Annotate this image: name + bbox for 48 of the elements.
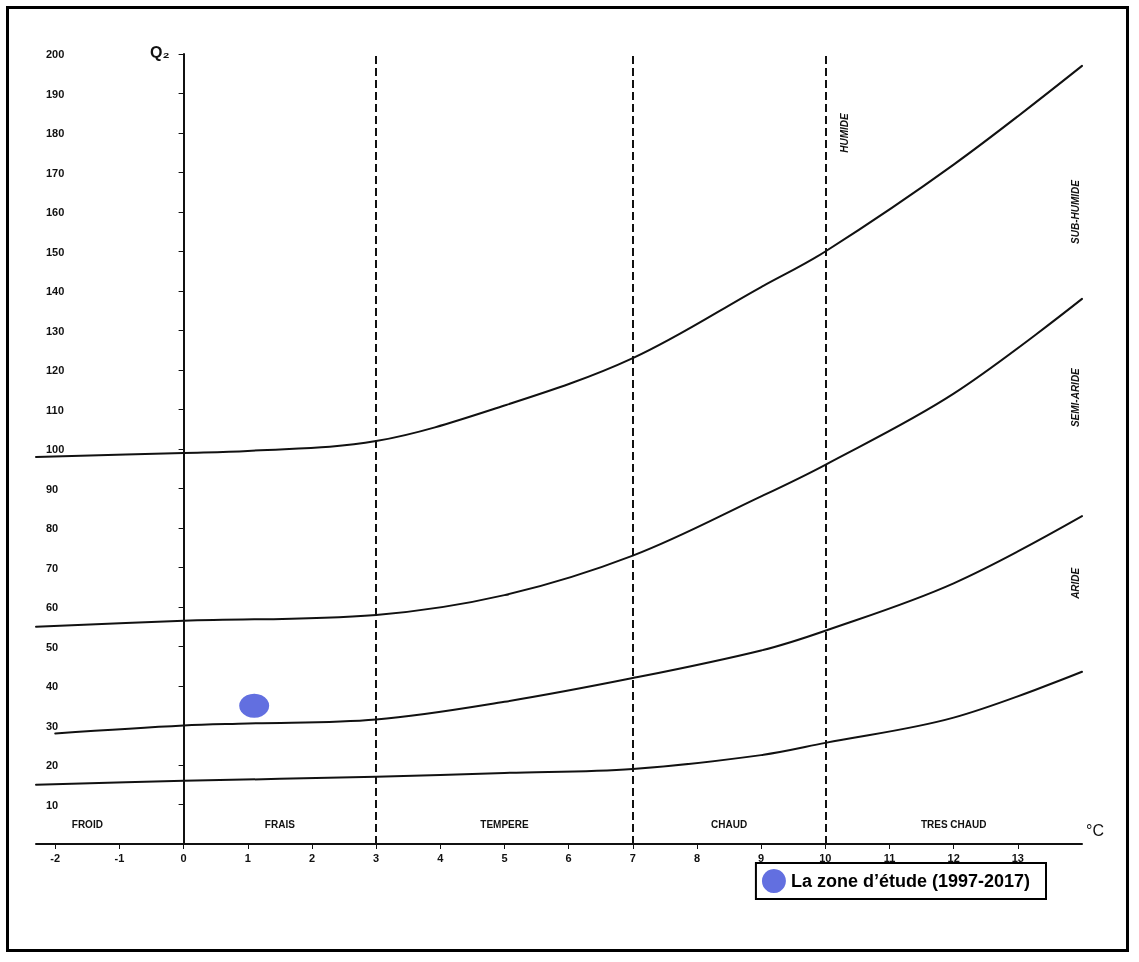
y-tick-label: 90: [46, 482, 59, 495]
y-tick-label: 200: [46, 48, 65, 60]
x-tick-label: 0: [180, 851, 187, 864]
x-tick-label: -2: [50, 851, 61, 864]
x-tick-label: 8: [693, 851, 701, 864]
x-tick-label: 13: [1011, 851, 1024, 864]
y-tick-label: 160: [46, 206, 65, 218]
annotation: CHAUD: [711, 818, 748, 830]
legend-label: La zone d’étude (1997-2017): [790, 871, 1031, 891]
y-tick-label: 180: [46, 127, 65, 139]
y-axis-title: Q₂: [150, 43, 170, 61]
x-tick-label: 6: [565, 851, 572, 864]
annotation: ARIDE: [1070, 567, 1082, 600]
y-tick-label: 50: [46, 640, 59, 653]
y-tick-label: 70: [46, 561, 59, 574]
x-tick-label: 7: [629, 851, 636, 864]
x-tick-label: 11: [883, 851, 896, 864]
y-tick-label: 140: [46, 285, 65, 297]
x-axis-title: °C: [1086, 821, 1104, 839]
y-tick-label: 20: [46, 759, 59, 771]
annotation: HUMIDE: [839, 112, 851, 153]
y-tick-label: 80: [46, 522, 59, 534]
annotation: TRES CHAUD: [920, 818, 987, 830]
y-tick-label: 30: [46, 719, 59, 732]
annotation: TEMPERE: [480, 818, 529, 830]
y-tick-label: 190: [46, 87, 65, 100]
annotation: FRAIS: [264, 818, 296, 830]
annotation: SUB-HUMIDE: [1070, 179, 1082, 244]
annotation: FROID: [71, 818, 103, 830]
x-tick-label: 1: [244, 851, 251, 864]
x-tick-label: 4: [437, 851, 445, 864]
x-tick-label: 5: [501, 851, 508, 864]
x-tick-label: 9: [758, 851, 765, 864]
x-tick-label: 12: [947, 851, 960, 864]
y-tick-label: 40: [46, 680, 59, 692]
y-tick-label: 100: [46, 443, 65, 455]
x-tick-label: 10: [819, 851, 832, 864]
annotation: SEMI-ARIDE: [1070, 367, 1082, 428]
x-tick-label: 3: [373, 851, 380, 864]
y-tick-label: 110: [46, 403, 64, 416]
y-tick-label: 130: [46, 324, 65, 337]
y-tick-label: 60: [46, 601, 59, 613]
y-tick-label: 170: [46, 166, 65, 179]
y-tick-label: 150: [46, 245, 65, 258]
y-tick-label: 10: [46, 798, 59, 811]
y-tick-label: 120: [46, 364, 65, 376]
x-tick-label: -1: [114, 851, 125, 864]
x-tick-label: 2: [308, 851, 315, 864]
